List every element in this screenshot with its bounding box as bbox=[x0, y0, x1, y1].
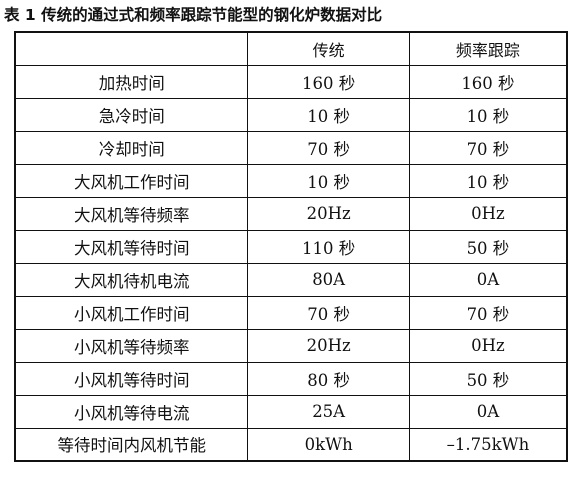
frequency-tracking-value-cell: 70 秒 bbox=[408, 130, 568, 165]
table-row: 小风机等待电流 25A 0A bbox=[14, 394, 568, 429]
traditional-value-cell: 110 秒 bbox=[247, 229, 410, 264]
header-cell-empty bbox=[14, 31, 249, 66]
table-caption: 表 1 传统的通过式和频率跟踪节能型的钢化炉数据对比 bbox=[4, 6, 383, 24]
table-row: 大风机待机电流 80A 0A bbox=[14, 262, 568, 297]
frequency-tracking-value-cell: 50 秒 bbox=[408, 361, 568, 396]
row-label-cell: 大风机等待频率 bbox=[14, 196, 249, 231]
frequency-tracking-value-cell: 10 秒 bbox=[408, 97, 568, 132]
traditional-value-cell: 160 秒 bbox=[247, 64, 410, 99]
table-row: 小风机等待时间 80 秒 50 秒 bbox=[14, 361, 568, 396]
frequency-tracking-value-cell: 50 秒 bbox=[408, 229, 568, 264]
traditional-value-cell: 10 秒 bbox=[247, 97, 410, 132]
traditional-value-cell: 20Hz bbox=[247, 196, 410, 231]
traditional-value-cell: 0kWh bbox=[247, 427, 410, 462]
comparison-table: 传统 频率跟踪 加热时间 160 秒 160 秒急冷时间 10 秒 10 秒冷却时间 70… bbox=[14, 31, 568, 462]
frequency-tracking-value-cell: 0A bbox=[408, 262, 568, 297]
table-header-row: 传统 频率跟踪 bbox=[14, 31, 568, 66]
table-row: 大风机工作时间 10 秒 10 秒 bbox=[14, 163, 568, 198]
row-label-cell: 小风机工作时间 bbox=[14, 295, 249, 330]
traditional-value-cell: 25A bbox=[247, 394, 410, 429]
frequency-tracking-value-cell: –1.75kWh bbox=[408, 427, 568, 462]
row-label-cell: 加热时间 bbox=[14, 64, 249, 99]
table-row: 急冷时间 10 秒 10 秒 bbox=[14, 97, 568, 132]
traditional-value-cell: 70 秒 bbox=[247, 295, 410, 330]
traditional-value-cell: 80 秒 bbox=[247, 361, 410, 396]
table-row: 小风机工作时间 70 秒 70 秒 bbox=[14, 295, 568, 330]
table-row: 小风机等待频率 20Hz 0Hz bbox=[14, 328, 568, 363]
row-label-cell: 冷却时间 bbox=[14, 130, 249, 165]
row-label-cell: 大风机工作时间 bbox=[14, 163, 249, 198]
traditional-value-cell: 10 秒 bbox=[247, 163, 410, 198]
traditional-value-cell: 80A bbox=[247, 262, 410, 297]
row-label-cell: 小风机等待电流 bbox=[14, 394, 249, 429]
table-row: 大风机等待时间 110 秒 50 秒 bbox=[14, 229, 568, 264]
frequency-tracking-value-cell: 160 秒 bbox=[408, 64, 568, 99]
frequency-tracking-value-cell: 70 秒 bbox=[408, 295, 568, 330]
frequency-tracking-value-cell: 0A bbox=[408, 394, 568, 429]
row-label-cell: 小风机等待频率 bbox=[14, 328, 249, 363]
frequency-tracking-value-cell: 0Hz bbox=[408, 196, 568, 231]
traditional-value-cell: 70 秒 bbox=[247, 130, 410, 165]
row-label-cell: 等待时间内风机节能 bbox=[14, 427, 249, 462]
table-row: 冷却时间 70 秒 70 秒 bbox=[14, 130, 568, 165]
header-cell-frequency-tracking: 频率跟踪 bbox=[408, 31, 568, 66]
row-label-cell: 小风机等待时间 bbox=[14, 361, 249, 396]
table-row: 等待时间内风机节能 0kWh –1.75kWh bbox=[14, 427, 568, 462]
traditional-value-cell: 20Hz bbox=[247, 328, 410, 363]
header-cell-traditional: 传统 bbox=[247, 31, 410, 66]
row-label-cell: 大风机等待时间 bbox=[14, 229, 249, 264]
frequency-tracking-value-cell: 10 秒 bbox=[408, 163, 568, 198]
frequency-tracking-value-cell: 0Hz bbox=[408, 328, 568, 363]
table-row: 加热时间 160 秒 160 秒 bbox=[14, 64, 568, 99]
row-label-cell: 急冷时间 bbox=[14, 97, 249, 132]
table-row: 大风机等待频率 20Hz 0Hz bbox=[14, 196, 568, 231]
row-label-cell: 大风机待机电流 bbox=[14, 262, 249, 297]
